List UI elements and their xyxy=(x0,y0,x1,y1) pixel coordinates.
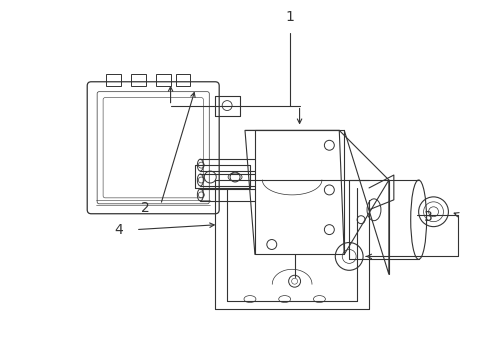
Bar xyxy=(106,74,121,86)
Text: 3: 3 xyxy=(423,210,432,224)
Text: 4: 4 xyxy=(114,222,123,237)
Bar xyxy=(175,74,190,86)
Bar xyxy=(155,74,170,86)
Bar xyxy=(131,74,145,86)
Text: 2: 2 xyxy=(141,201,150,215)
Text: 1: 1 xyxy=(285,10,293,24)
